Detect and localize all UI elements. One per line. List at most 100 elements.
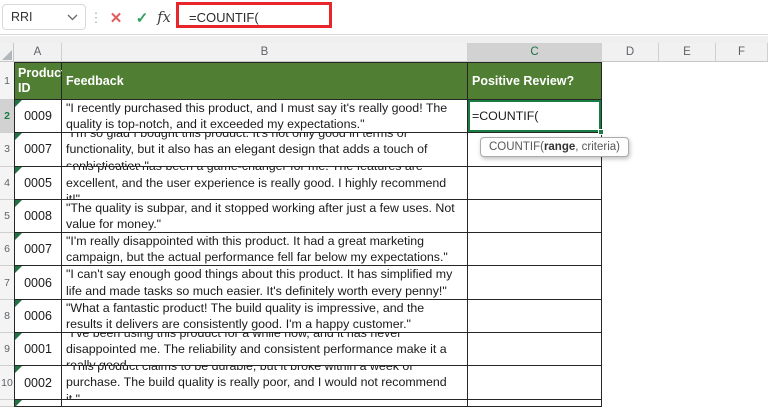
cell-product-id[interactable]: 0007: [14, 133, 62, 167]
insert-function-icon[interactable]: fx: [157, 9, 171, 26]
cell-product-id[interactable]: 0007: [14, 233, 62, 267]
cell-product-id[interactable]: 0008: [14, 199, 62, 234]
feedback-text: "This product claims to be durable, but …: [66, 366, 447, 400]
error-triangle-icon: [15, 366, 22, 374]
cancel-icon[interactable]: ✕: [109, 9, 123, 27]
confirm-icon[interactable]: ✓: [135, 9, 149, 27]
fill-handle[interactable]: [598, 129, 604, 136]
row-header-4[interactable]: 4: [0, 166, 14, 200]
cell-feedback[interactable]: "This product has been a game-changer fo…: [62, 166, 468, 200]
product-id-value: 0007: [24, 242, 52, 257]
column-header-e[interactable]: E: [659, 43, 716, 62]
row-header-6[interactable]: 6: [0, 233, 14, 267]
table-header-row: 1 Product ID Feedback Positive Review?: [0, 62, 768, 100]
table-row: 6 0007 "I'm really disappointed with thi…: [0, 233, 768, 267]
column-header-row: A B C D E F: [0, 43, 768, 62]
cell-feedback[interactable]: "I'm so glad I bought this product. It's…: [62, 133, 468, 167]
empty-cells-region[interactable]: [602, 199, 768, 234]
empty-cells-region[interactable]: [602, 299, 768, 334]
cell-feedback[interactable]: "I'm really disappointed with this produ…: [62, 233, 468, 267]
cell-feedback[interactable]: "I've been using this product for a whil…: [62, 333, 468, 367]
cell-product-id[interactable]: 0006: [14, 299, 62, 334]
column-header-d[interactable]: D: [602, 43, 659, 62]
empty-cells-region[interactable]: [602, 166, 768, 200]
select-all-corner[interactable]: [0, 43, 14, 62]
product-id-value: 0007: [24, 142, 52, 157]
cell-feedback[interactable]: [62, 399, 468, 407]
header-cell-positive-review[interactable]: Positive Review?: [468, 62, 602, 100]
tooltip-prefix: COUNTIF(: [489, 141, 544, 153]
column-header-c[interactable]: C: [468, 43, 602, 62]
cell-product-id[interactable]: 0006: [14, 266, 62, 300]
formula-bar-row: RRI ⋮ ✕ ✓ fx =COUNTIF(: [0, 0, 768, 35]
cell-feedback[interactable]: "This product claims to be durable, but …: [62, 366, 468, 400]
formula-bar-options-dots[interactable]: ⋮: [89, 9, 103, 25]
column-header-a[interactable]: A: [14, 43, 62, 62]
chevron-down-icon[interactable]: [67, 14, 78, 21]
cell-product-id[interactable]: [14, 399, 62, 407]
row-header-7[interactable]: 7: [0, 266, 14, 300]
feedback-text: "I'm really disappointed with this produ…: [66, 233, 448, 265]
row-header-11[interactable]: [0, 399, 14, 407]
cell-feedback[interactable]: "What a fantastic product! The build qua…: [62, 299, 468, 334]
cell-product-id[interactable]: 0005: [14, 166, 62, 200]
spreadsheet-grid: A B C D E F 1 Product ID Feedback Positi…: [0, 43, 768, 407]
row-header-3[interactable]: 3: [0, 133, 14, 167]
error-triangle-icon: [15, 333, 22, 341]
active-cell-c2[interactable]: =COUNTIF(: [468, 100, 604, 136]
column-header-b[interactable]: B: [62, 43, 468, 62]
cell-product-id[interactable]: 0002: [14, 366, 62, 400]
error-triangle-icon: [15, 299, 22, 307]
error-triangle-icon: [15, 399, 22, 407]
product-id-value: 0005: [24, 175, 52, 190]
cell-positive-review[interactable]: [468, 233, 602, 267]
table-row-partial: [0, 399, 768, 407]
row-header-10[interactable]: 10: [0, 366, 14, 400]
name-box-value: RRI: [11, 10, 33, 24]
empty-cells-region[interactable]: [602, 366, 768, 400]
name-box[interactable]: RRI: [2, 4, 86, 30]
table-row: 9 0001 "I've been using this product for…: [0, 333, 768, 367]
row-header-1[interactable]: 1: [0, 62, 14, 100]
table-row: 4 0005 "This product has been a game-cha…: [0, 166, 768, 200]
feedback-text: "I can't say enough good things about th…: [66, 267, 453, 298]
table-row: 7 0006 "I can't say enough good things a…: [0, 266, 768, 300]
empty-cells-region[interactable]: [602, 100, 768, 134]
cell-product-id[interactable]: 0009: [14, 100, 62, 134]
cell-feedback[interactable]: "I can't say enough good things about th…: [62, 266, 468, 300]
cell-positive-review[interactable]: [468, 299, 602, 334]
function-hint-tooltip: COUNTIF(range, criteria): [480, 137, 629, 157]
product-id-value: 0006: [24, 308, 52, 323]
table-row: 5 0008 "The quality is subpar, and it st…: [0, 199, 768, 234]
cell-positive-review[interactable]: [468, 199, 602, 234]
row-header-9[interactable]: 9: [0, 333, 14, 367]
cell-positive-review[interactable]: [468, 366, 602, 400]
product-id-value: 0009: [24, 109, 52, 124]
header-cell-feedback[interactable]: Feedback: [62, 62, 468, 100]
row-header-5[interactable]: 5: [0, 199, 14, 234]
table-row: 10 0002 "This product claims to be durab…: [0, 366, 768, 400]
feedback-text: "I've been using this product for a whil…: [66, 333, 447, 367]
empty-cells-region[interactable]: [602, 333, 768, 367]
empty-cells-region[interactable]: [602, 133, 768, 167]
cell-positive-review[interactable]: [468, 333, 602, 367]
header-cell-product-id[interactable]: Product ID: [14, 62, 65, 100]
cell-feedback[interactable]: "I recently purchased this product, and …: [62, 100, 468, 134]
empty-cells-region[interactable]: [602, 399, 768, 407]
empty-cells-region[interactable]: [602, 62, 768, 100]
cell-positive-review[interactable]: [468, 166, 602, 200]
row-header-2[interactable]: 2: [0, 100, 14, 134]
product-id-value: 0002: [24, 375, 52, 390]
column-header-f[interactable]: F: [716, 43, 768, 62]
active-cell-formula: =COUNTIF(: [472, 109, 539, 124]
error-triangle-icon: [15, 133, 22, 141]
cell-positive-review[interactable]: [468, 399, 602, 407]
formula-input[interactable]: =COUNTIF(: [172, 0, 768, 34]
row-header-8[interactable]: 8: [0, 299, 14, 334]
cell-feedback[interactable]: "The quality is subpar, and it stopped w…: [62, 199, 468, 234]
cell-positive-review[interactable]: [468, 266, 602, 300]
empty-cells-region[interactable]: [602, 233, 768, 267]
cell-product-id[interactable]: 0001: [14, 333, 62, 367]
empty-cells-region[interactable]: [602, 266, 768, 300]
table-row: 3 0007 "I'm so glad I bought this produc…: [0, 133, 768, 167]
